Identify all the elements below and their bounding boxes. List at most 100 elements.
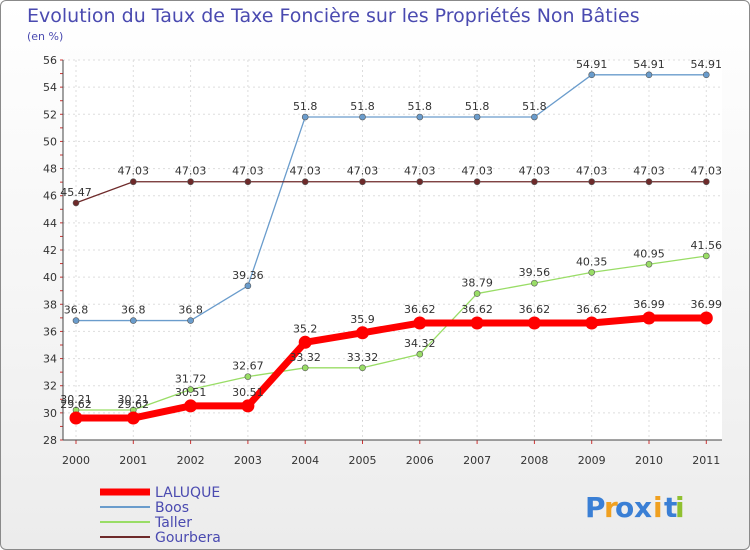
data-label-gourbera: 47.03	[347, 165, 379, 178]
data-label-laluque: 35.2	[293, 322, 318, 335]
plot-area	[63, 60, 722, 440]
y-tick-label: 34	[43, 353, 57, 366]
data-label-taller: 39.56	[519, 266, 551, 279]
legend-label-laluque: LALUQUE	[155, 485, 220, 501]
y-tick-label: 38	[43, 298, 57, 311]
data-point-boos	[588, 71, 596, 79]
data-point-boos	[473, 113, 481, 121]
data-point-boos	[72, 317, 80, 324]
data-point-gourbera	[645, 178, 653, 186]
data-point-taller	[531, 279, 538, 287]
data-label-gourbera: 47.03	[232, 165, 264, 178]
data-label-taller: 34.32	[404, 337, 436, 350]
data-point-gourbera	[531, 178, 538, 186]
data-label-taller: 33.32	[347, 351, 379, 364]
data-point-boos	[130, 317, 137, 324]
x-tick-label: 2005	[349, 454, 377, 467]
x-tick-label: 2008	[520, 454, 548, 467]
data-label-boos: 54.91	[633, 58, 665, 71]
data-point-taller	[645, 260, 653, 268]
data-label-gourbera: 47.03	[519, 165, 551, 178]
brand-logo-letter: i	[675, 491, 685, 524]
y-tick-label: 32	[43, 380, 57, 393]
data-point-boos	[359, 113, 366, 121]
data-label-laluque: 29.62	[118, 398, 150, 411]
data-label-boos: 51.8	[350, 100, 375, 113]
data-point-laluque	[69, 411, 83, 425]
data-label-laluque: 35.9	[350, 313, 375, 326]
data-label-laluque: 30.51	[232, 386, 264, 399]
x-tick-label: 2004	[291, 454, 319, 467]
data-label-taller: 30.21	[60, 393, 92, 406]
series-line-gourbera	[75, 181, 707, 204]
data-point-laluque	[527, 316, 541, 330]
data-label-boos: 36.8	[178, 304, 203, 317]
data-point-laluque	[241, 399, 255, 413]
data-label-gourbera: 47.03	[404, 165, 436, 178]
data-point-laluque	[642, 311, 656, 325]
data-label-laluque: 36.62	[576, 303, 608, 316]
y-tick-label: 42	[43, 244, 57, 257]
y-tick-label: 28	[43, 434, 57, 447]
y-tick-label: 40	[43, 271, 57, 284]
data-label-gourbera: 47.03	[461, 165, 493, 178]
series-line-taller	[76, 255, 707, 411]
data-point-taller	[244, 373, 252, 380]
y-tick-label: 30	[43, 407, 57, 420]
data-label-taller: 30.21	[118, 393, 150, 406]
data-label-laluque: 36.99	[633, 298, 665, 311]
brand-logo-letter: o	[615, 491, 634, 524]
data-point-taller	[359, 364, 366, 372]
data-label-gourbera: 47.03	[633, 165, 665, 178]
data-point-taller	[187, 386, 194, 393]
data-point-boos	[187, 317, 194, 324]
data-point-boos	[531, 113, 538, 121]
y-tick-label: 44	[43, 217, 57, 230]
brand-logo-letter: i	[653, 491, 663, 524]
data-point-boos	[645, 71, 653, 79]
data-point-laluque	[413, 316, 427, 330]
data-label-taller: 38.79	[461, 277, 493, 290]
data-point-taller	[702, 252, 710, 260]
chart-title: Evolution du Taux de Taxe Foncière sur l…	[27, 5, 640, 27]
data-label-taller: 40.35	[576, 255, 608, 268]
y-tick-label: 36	[43, 325, 57, 338]
legend-label-gourbera: Gourbera	[155, 530, 221, 546]
data-label-laluque: 29.62	[60, 398, 92, 411]
y-tick-label: 50	[43, 135, 57, 148]
x-tick-label: 2002	[177, 454, 205, 467]
x-tick-label: 2001	[119, 454, 147, 467]
data-label-boos: 39.36	[232, 269, 264, 282]
data-point-boos	[301, 113, 309, 121]
data-point-laluque	[356, 326, 369, 340]
data-point-gourbera	[359, 178, 366, 186]
y-tick-label: 48	[43, 163, 57, 176]
series-line-laluque	[76, 314, 707, 422]
x-tick-label: 2003	[234, 454, 262, 467]
brand-logo-letter: t	[664, 491, 677, 524]
data-point-boos	[702, 71, 710, 79]
data-label-gourbera: 47.03	[691, 165, 723, 178]
x-tick-label: 2011	[692, 454, 720, 467]
legend-label-boos: Boos	[155, 500, 189, 516]
data-label-boos: 51.8	[465, 100, 490, 113]
data-point-laluque	[470, 316, 484, 330]
data-label-taller: 31.72	[175, 373, 207, 386]
data-label-laluque: 36.62	[461, 303, 493, 316]
y-axis-unit-label: (en %)	[27, 30, 64, 43]
legend-label-taller: Taller	[154, 515, 192, 531]
data-point-gourbera	[473, 178, 481, 186]
data-point-gourbera	[72, 199, 80, 207]
data-point-boos	[244, 282, 252, 290]
data-label-taller: 32.67	[232, 360, 264, 373]
data-point-laluque	[585, 316, 599, 330]
brand-logo-letter: P	[585, 491, 606, 524]
data-label-boos: 51.8	[408, 100, 433, 113]
x-tick-label: 2006	[406, 454, 434, 467]
data-label-gourbera: 47.03	[118, 165, 150, 178]
data-label-laluque: 36.62	[519, 303, 551, 316]
series-line-boos	[76, 74, 707, 322]
data-label-taller: 41.56	[691, 239, 723, 252]
data-label-laluque: 36.62	[404, 303, 436, 316]
